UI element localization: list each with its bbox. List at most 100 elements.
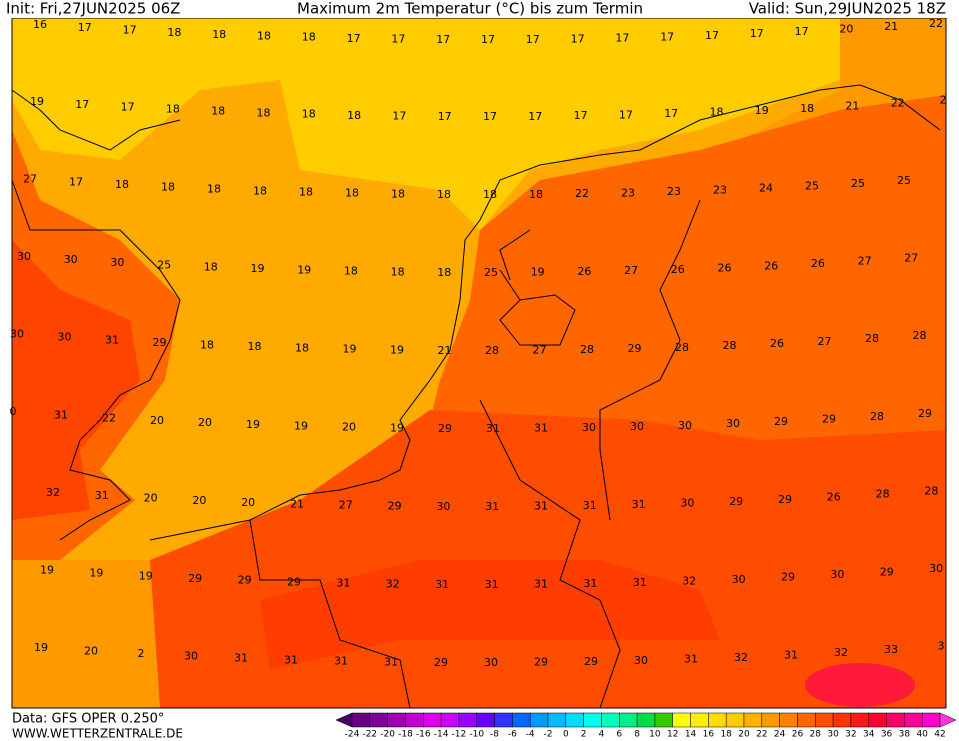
website: WWW.WETTERZENTRALE.DE [12, 727, 183, 741]
temperature-value: 29 [628, 342, 642, 355]
colorbar-segment [369, 712, 388, 728]
colorbar-label: -18 [398, 730, 413, 740]
temperature-value: 30 [630, 420, 644, 433]
valid-time: Valid: Sun,29JUN2025 18Z [749, 0, 946, 18]
temperature-value: 22 [929, 17, 943, 30]
temperature-value: 17 [660, 30, 674, 43]
coast-continent [149, 84, 941, 541]
colorbar-segment [815, 712, 834, 728]
value-labels: 16 17 17 18 18 18 18 17 17 17 17 17 17 17 17 17 17 17 20 21… [10, 17, 947, 669]
colorbar-segment [850, 712, 869, 728]
temperature-value: 31 [334, 655, 348, 668]
colorbar-label: 18 [720, 730, 732, 740]
colorbar-label: 4 [599, 730, 605, 740]
colorbar-segment [601, 712, 620, 728]
field-south-hot [260, 560, 720, 670]
colorbar-segment [868, 712, 887, 728]
colorbar-label: 32 [845, 730, 856, 740]
data-source: Data: GFS OPER 0.250° [12, 712, 164, 727]
temperature-value: 19 [531, 266, 545, 279]
temperature-value: 30 [17, 250, 31, 263]
temperature-value: 30 [830, 568, 844, 581]
colorbar-label: -2 [544, 730, 553, 740]
colorbar-label: 26 [792, 730, 804, 740]
temperature-value: 28 [924, 484, 938, 497]
temperature-value: 19 [390, 421, 404, 434]
temperature-value: 21 [884, 20, 898, 33]
temperature-value: 30 [732, 573, 746, 586]
temperature-value: 19 [294, 420, 308, 433]
temperature-value: 18 [344, 265, 358, 278]
colorbar-segment [512, 712, 531, 728]
colorbar-segment [672, 712, 691, 728]
temperature-value: 26 [811, 257, 825, 270]
temperature-value: 18 [207, 183, 221, 196]
colorbar-label: 28 [810, 730, 822, 740]
colorbar-segment [636, 712, 656, 728]
colorbar-label: 2 [581, 730, 587, 740]
temperature-value: 31 [684, 653, 698, 666]
temperature-value: 17 [392, 110, 406, 123]
colorbar-label: -14 [434, 730, 449, 740]
temperature-value: 18 [710, 106, 724, 119]
colorbar-segment [779, 712, 798, 728]
field-yellow [12, 18, 840, 230]
temperature-value: 26 [764, 259, 778, 272]
temperature-value: 30 [582, 421, 596, 434]
temperature-value: 17 [795, 25, 809, 38]
temperature-value: 18 [295, 342, 309, 355]
coast-england [11, 89, 181, 541]
temperature-value: 17 [481, 33, 495, 46]
colorbar-segment [423, 712, 442, 728]
temperature-value: 18 [257, 29, 271, 42]
temperature-value: 32 [386, 577, 400, 590]
temperature-value: 17 [69, 175, 83, 188]
temperature-value: 20 [241, 496, 255, 509]
colorbar-label: 40 [916, 730, 928, 740]
temperature-value: 29 [880, 565, 894, 578]
colorbar-label: 36 [881, 730, 893, 740]
temperature-value: 22 [102, 411, 116, 424]
colorbar-segment [387, 712, 406, 728]
temperature-value: 29 [774, 415, 788, 428]
colorbar-segment [832, 712, 852, 728]
temperature-value: 18 [299, 186, 313, 199]
temperature-value: 29 [238, 574, 252, 587]
temperature-value: 31 [485, 500, 499, 513]
temperature-value: 20 [198, 416, 212, 429]
temperature-value: 27 [339, 499, 353, 512]
temperature-value: 27 [818, 335, 832, 348]
temperature-value: 25 [897, 174, 911, 187]
colorbar-segment [583, 712, 602, 728]
temperature-value: 18 [253, 184, 267, 197]
temperature-value: 24 [759, 182, 773, 195]
colorbar-segment [351, 712, 371, 728]
init-time: Init: Fri,27JUN2025 06Z [6, 0, 180, 18]
colorbar-segment [725, 712, 745, 728]
colorbar-label: 30 [827, 730, 839, 740]
temperature-value: 30 [110, 256, 124, 269]
header-bar [0, 0, 959, 18]
temperature-value: 18 [800, 102, 814, 115]
borders [249, 199, 701, 709]
temperature-value: 31 [485, 578, 499, 591]
temperature-value: 20 [839, 23, 853, 36]
temperature-value: 18 [391, 187, 405, 200]
temperature-value: 17 [526, 33, 540, 46]
temperature-value: 23 [667, 185, 681, 198]
temperature-value: 28 [913, 329, 927, 342]
temperature-value: 30 [436, 500, 450, 513]
temperature-value: 17 [75, 98, 89, 111]
temperature-value: 19 [755, 104, 769, 117]
temperature-value: 18 [437, 188, 451, 201]
temperature-value: 19 [40, 564, 54, 577]
temperature-value: 28 [870, 410, 884, 423]
temperature-value: 17 [571, 32, 585, 45]
temperature-value: 17 [664, 107, 678, 120]
temperature-value: 18 [257, 106, 271, 119]
colorbar-label: -12 [452, 730, 467, 740]
colorbar-label: 6 [616, 730, 622, 740]
colorbar-segment [708, 712, 727, 728]
temperature-value: 28 [580, 343, 594, 356]
